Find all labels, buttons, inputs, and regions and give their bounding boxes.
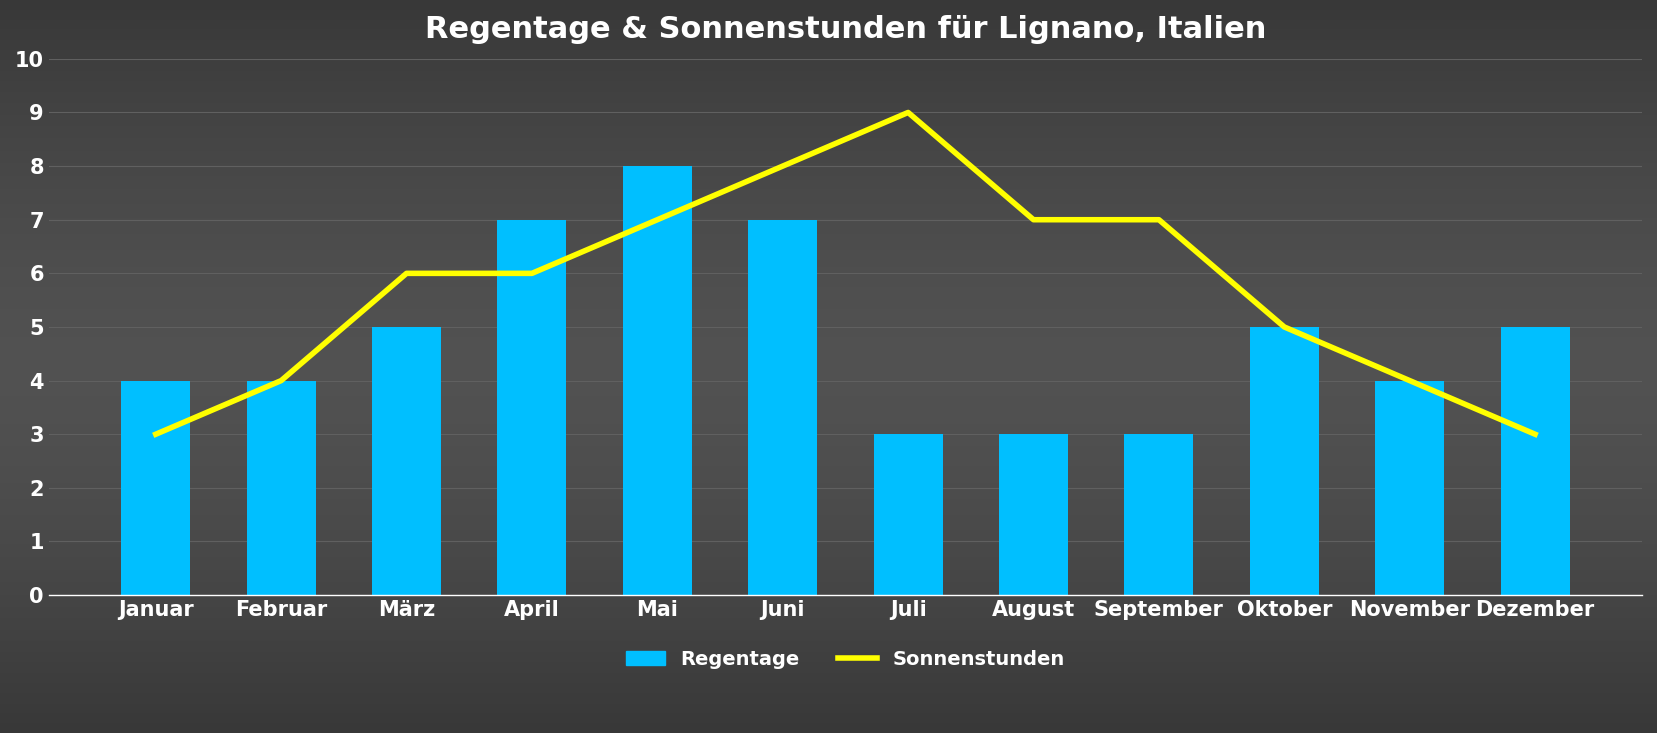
Bar — [1375, 380, 1445, 595]
Sonnenstunden — [1148, 216, 1168, 224]
Sonnenstunden — [522, 269, 542, 278]
Bar — [749, 220, 817, 595]
Sonnenstunden — [146, 430, 166, 438]
Bar — [373, 327, 441, 595]
Line: Sonnenstunden: Sonnenstunden — [156, 112, 1534, 434]
Bar — [1501, 327, 1569, 595]
Sonnenstunden — [396, 269, 416, 278]
Bar — [999, 434, 1069, 595]
Bar — [247, 380, 315, 595]
Bar — [497, 220, 567, 595]
Sonnenstunden — [648, 216, 668, 224]
Bar — [1249, 327, 1319, 595]
Bar — [873, 434, 943, 595]
Sonnenstunden — [1524, 430, 1544, 438]
Legend: Regentage, Sonnenstunden: Regentage, Sonnenstunden — [618, 642, 1072, 677]
Bar — [121, 380, 191, 595]
Title: Regentage & Sonnenstunden für Lignano, Italien: Regentage & Sonnenstunden für Lignano, I… — [424, 15, 1266, 44]
Bar — [1125, 434, 1193, 595]
Sonnenstunden — [898, 108, 918, 117]
Sonnenstunden — [772, 162, 792, 171]
Sonnenstunden — [1274, 323, 1294, 331]
Bar — [623, 166, 693, 595]
Sonnenstunden — [272, 376, 292, 385]
Sonnenstunden — [1024, 216, 1044, 224]
Sonnenstunden — [1400, 376, 1420, 385]
